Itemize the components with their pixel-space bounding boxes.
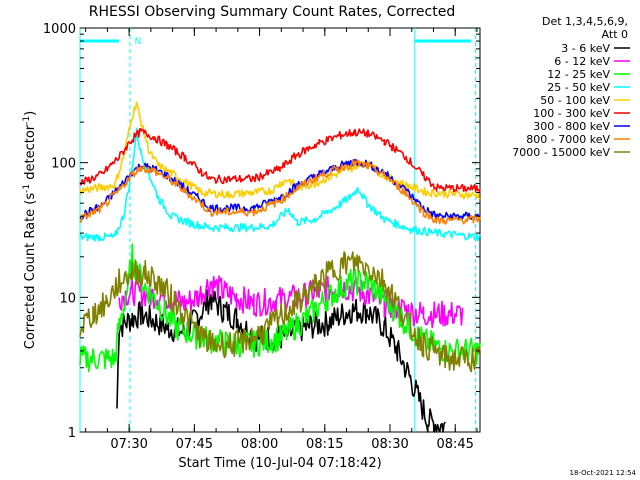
y-tick-label-2: 100 [51,157,76,172]
series-line-5 [79,128,481,193]
legend-label-5: 100 - 300 keV [533,107,610,120]
flag-label-n: N [135,37,142,47]
y-tick-label-0: 1 [68,426,76,441]
y-axis-label: Corrected Count Rate (s-1 detector-1) [22,111,38,349]
y-axis-label-end: ) [23,111,38,116]
series-line-3 [79,127,481,242]
y-tick-label-3: 1000 [43,22,76,37]
y-axis-label-sup1: -1 [22,184,32,193]
legend-header-line1: Det 1,3,4,5,6,9, [542,15,628,28]
series-line-7 [79,159,481,225]
legend-label-0: 3 - 6 keV [561,42,610,55]
legend-label-2: 12 - 25 keV [547,68,610,81]
axes-layer: 1 10 100 1000 07:30 07:45 08:00 08:15 08:30 08:45 [43,22,480,452]
y-axis-label-main: Corrected Count Rate (s [23,193,38,350]
legend-label-4: 50 - 100 keV [540,94,610,107]
x-tick-label-2: 08:00 [241,437,278,452]
y-axis-label-sup2: -1 [22,116,32,125]
timestamp: 18-Oct-2021 12:54 [570,469,637,477]
legend-header-line2: Att 0 [602,28,628,41]
x-tick-label-1: 07:45 [176,437,213,452]
x-tick-label-5: 08:45 [436,437,473,452]
series-layer [79,101,481,433]
series-line-8 [79,251,481,373]
x-tick-label-0: 07:30 [110,437,147,452]
x-tick-label-4: 08:30 [371,437,408,452]
legend-label-7: 800 - 7000 keV [526,133,610,146]
legend-label-1: 6 - 12 keV [554,55,610,68]
y-axis-label-mid: detector [23,124,38,184]
x-tick-label-3: 08:15 [306,437,343,452]
y-tick-label-1: 10 [59,291,76,306]
legend-label-3: 25 - 50 keV [547,81,610,94]
x-axis-label: Start Time (10-Jul-04 07:18:42) [178,456,381,471]
series-line-4 [79,101,481,200]
chart-title: RHESSI Observing Summary Count Rates, Co… [89,4,455,20]
series-line-6 [79,158,481,221]
legend-label-6: 300 - 800 keV [533,120,610,133]
legend-label-8: 7000 - 15000 keV [512,146,610,159]
